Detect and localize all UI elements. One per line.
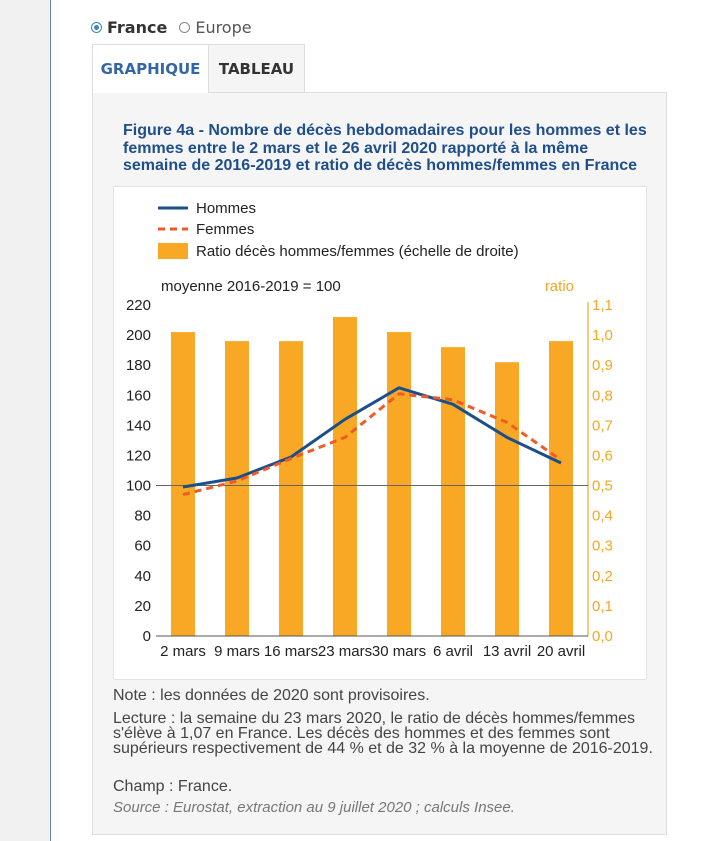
left-axis-title: moyenne 2016-2019 = 100 [161,278,341,295]
ratio-bar-3 [279,341,303,636]
left-tick-label: 40 [134,568,151,585]
view-tabs: GRAPHIQUE TABLEAU [92,44,305,93]
left-tick-label: 180 [126,357,151,374]
figure-title: Figure 4a - Nombre de décès hebdomadaire… [123,122,647,174]
tab-graphique[interactable]: GRAPHIQUE [92,44,209,93]
ratio-bar-1 [171,332,195,636]
area-selector: France Europe [91,16,264,38]
left-tick-label: 140 [126,417,151,434]
note-lecture: Lecture : la semaine du 23 mars 2020, le… [113,710,653,757]
legend-hommes-label: Hommes [196,200,256,217]
left-tick-label: 60 [134,538,151,555]
x-tick-label: 30 mars [372,643,426,660]
legend-femmes-label: Femmes [196,221,254,238]
right-tick-label: 0,7 [592,417,613,434]
right-axis-title: ratio [545,278,574,295]
ratio-bar-2 [225,341,249,636]
x-tick-label: 23 mars [318,643,372,660]
ratio-bar-4 [333,317,357,636]
x-tick-label: 2 mars [160,643,206,660]
radio-europe-label[interactable]: Europe [195,17,252,37]
note-source: Source : Eurostat, extraction au 9 juill… [113,799,515,816]
left-tick-label: 120 [126,447,151,464]
left-tick-label: 100 [126,478,151,495]
chart-svg: 0 20 40 60 80 100 120 140 160 180 200 220 0,0 0,1 0,2 0… [126,200,613,660]
right-tick-label: 0,9 [592,357,613,374]
x-tick-label: 13 avril [483,643,531,660]
right-tick-label: 0,0 [592,628,613,645]
right-tick-label: 0,6 [592,447,613,464]
right-tick-label: 0,2 [592,568,613,585]
right-tick-label: 0,5 [592,478,613,495]
x-tick-label: 6 avril [433,643,473,660]
radio-france-label[interactable]: France [107,17,168,37]
x-tick-label: 9 mars [214,643,260,660]
right-tick-label: 0,4 [592,508,613,525]
ratio-bar-5 [387,332,411,636]
x-tick-label: 20 avril [537,643,585,660]
left-rail [0,0,50,841]
femmes-line [182,392,562,497]
x-tick-label: 16 mars [264,643,318,660]
right-tick-label: 0,1 [592,598,613,615]
tab-tableau[interactable]: TABLEAU [208,44,305,92]
left-tick-label: 80 [134,508,151,525]
legend-ratio-swatch [158,243,188,259]
note-provisional: Note : les données de 2020 sont provisoi… [113,687,430,704]
hommes-line [182,386,562,489]
ratio-bar-7 [495,362,519,636]
radio-france[interactable] [91,21,102,33]
right-tick-label: 0,3 [592,538,613,555]
ratio-bar-6 [441,347,465,636]
left-tick-label: 20 [134,598,151,615]
note-champ: Champ : France. [113,778,233,795]
right-tick-label: 1,0 [592,327,613,344]
right-tick-label: 0,8 [592,387,613,404]
right-tick-label: 1,1 [592,297,613,314]
radio-europe[interactable] [179,21,191,33]
left-tick-label: 160 [126,387,151,404]
left-tick-label: 0 [143,628,151,645]
left-tick-label: 220 [126,297,151,314]
ratio-bar-8 [549,341,573,636]
legend-ratio-label: Ratio décès hommes/femmes (échelle de dr… [196,243,519,260]
left-tick-label: 200 [126,327,151,344]
